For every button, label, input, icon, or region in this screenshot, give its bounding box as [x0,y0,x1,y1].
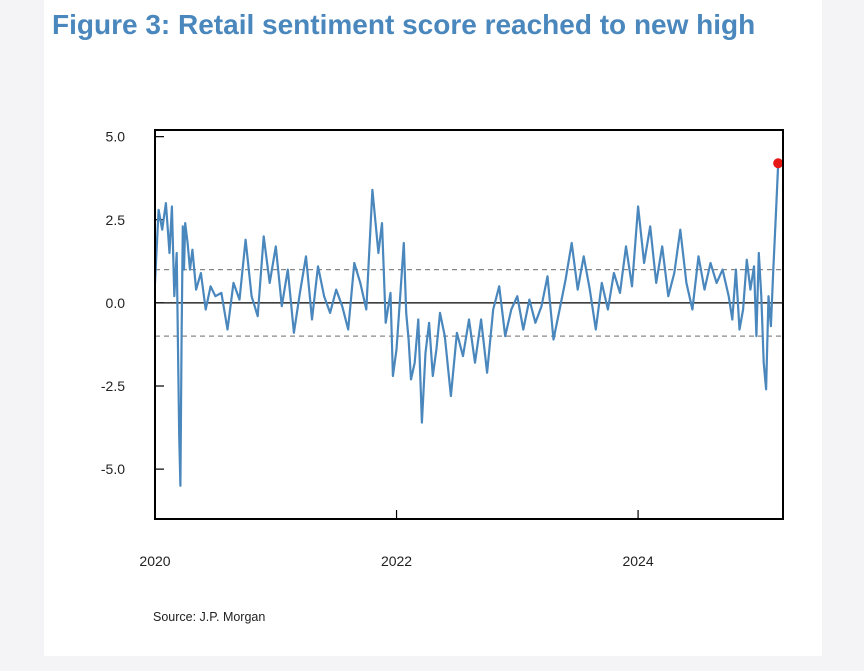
latest-value-marker [773,158,784,169]
series-layer [153,158,784,487]
page-title: Figure 3: Retail sentiment score reached… [52,9,756,40]
x-tick-label: 2022 [381,553,412,569]
series-line [153,163,780,487]
y-tick-label: 2.5 [106,212,126,228]
y-tick-label: -2.5 [101,378,125,394]
x-tick-label: 2020 [139,553,170,569]
plot-frame [154,129,784,520]
figure-card [44,0,822,656]
y-tick-label: 0.0 [106,295,126,311]
y-tick-label: -5.0 [101,461,125,477]
x-tick-label: 2024 [622,553,653,569]
source-note: Source: J.P. Morgan [153,610,266,624]
y-tick-label: 5.0 [106,129,126,145]
tick-labels: 5.0 2.5 0.0 -2.5 -5.0 2020 2022 2024 [101,129,654,569]
